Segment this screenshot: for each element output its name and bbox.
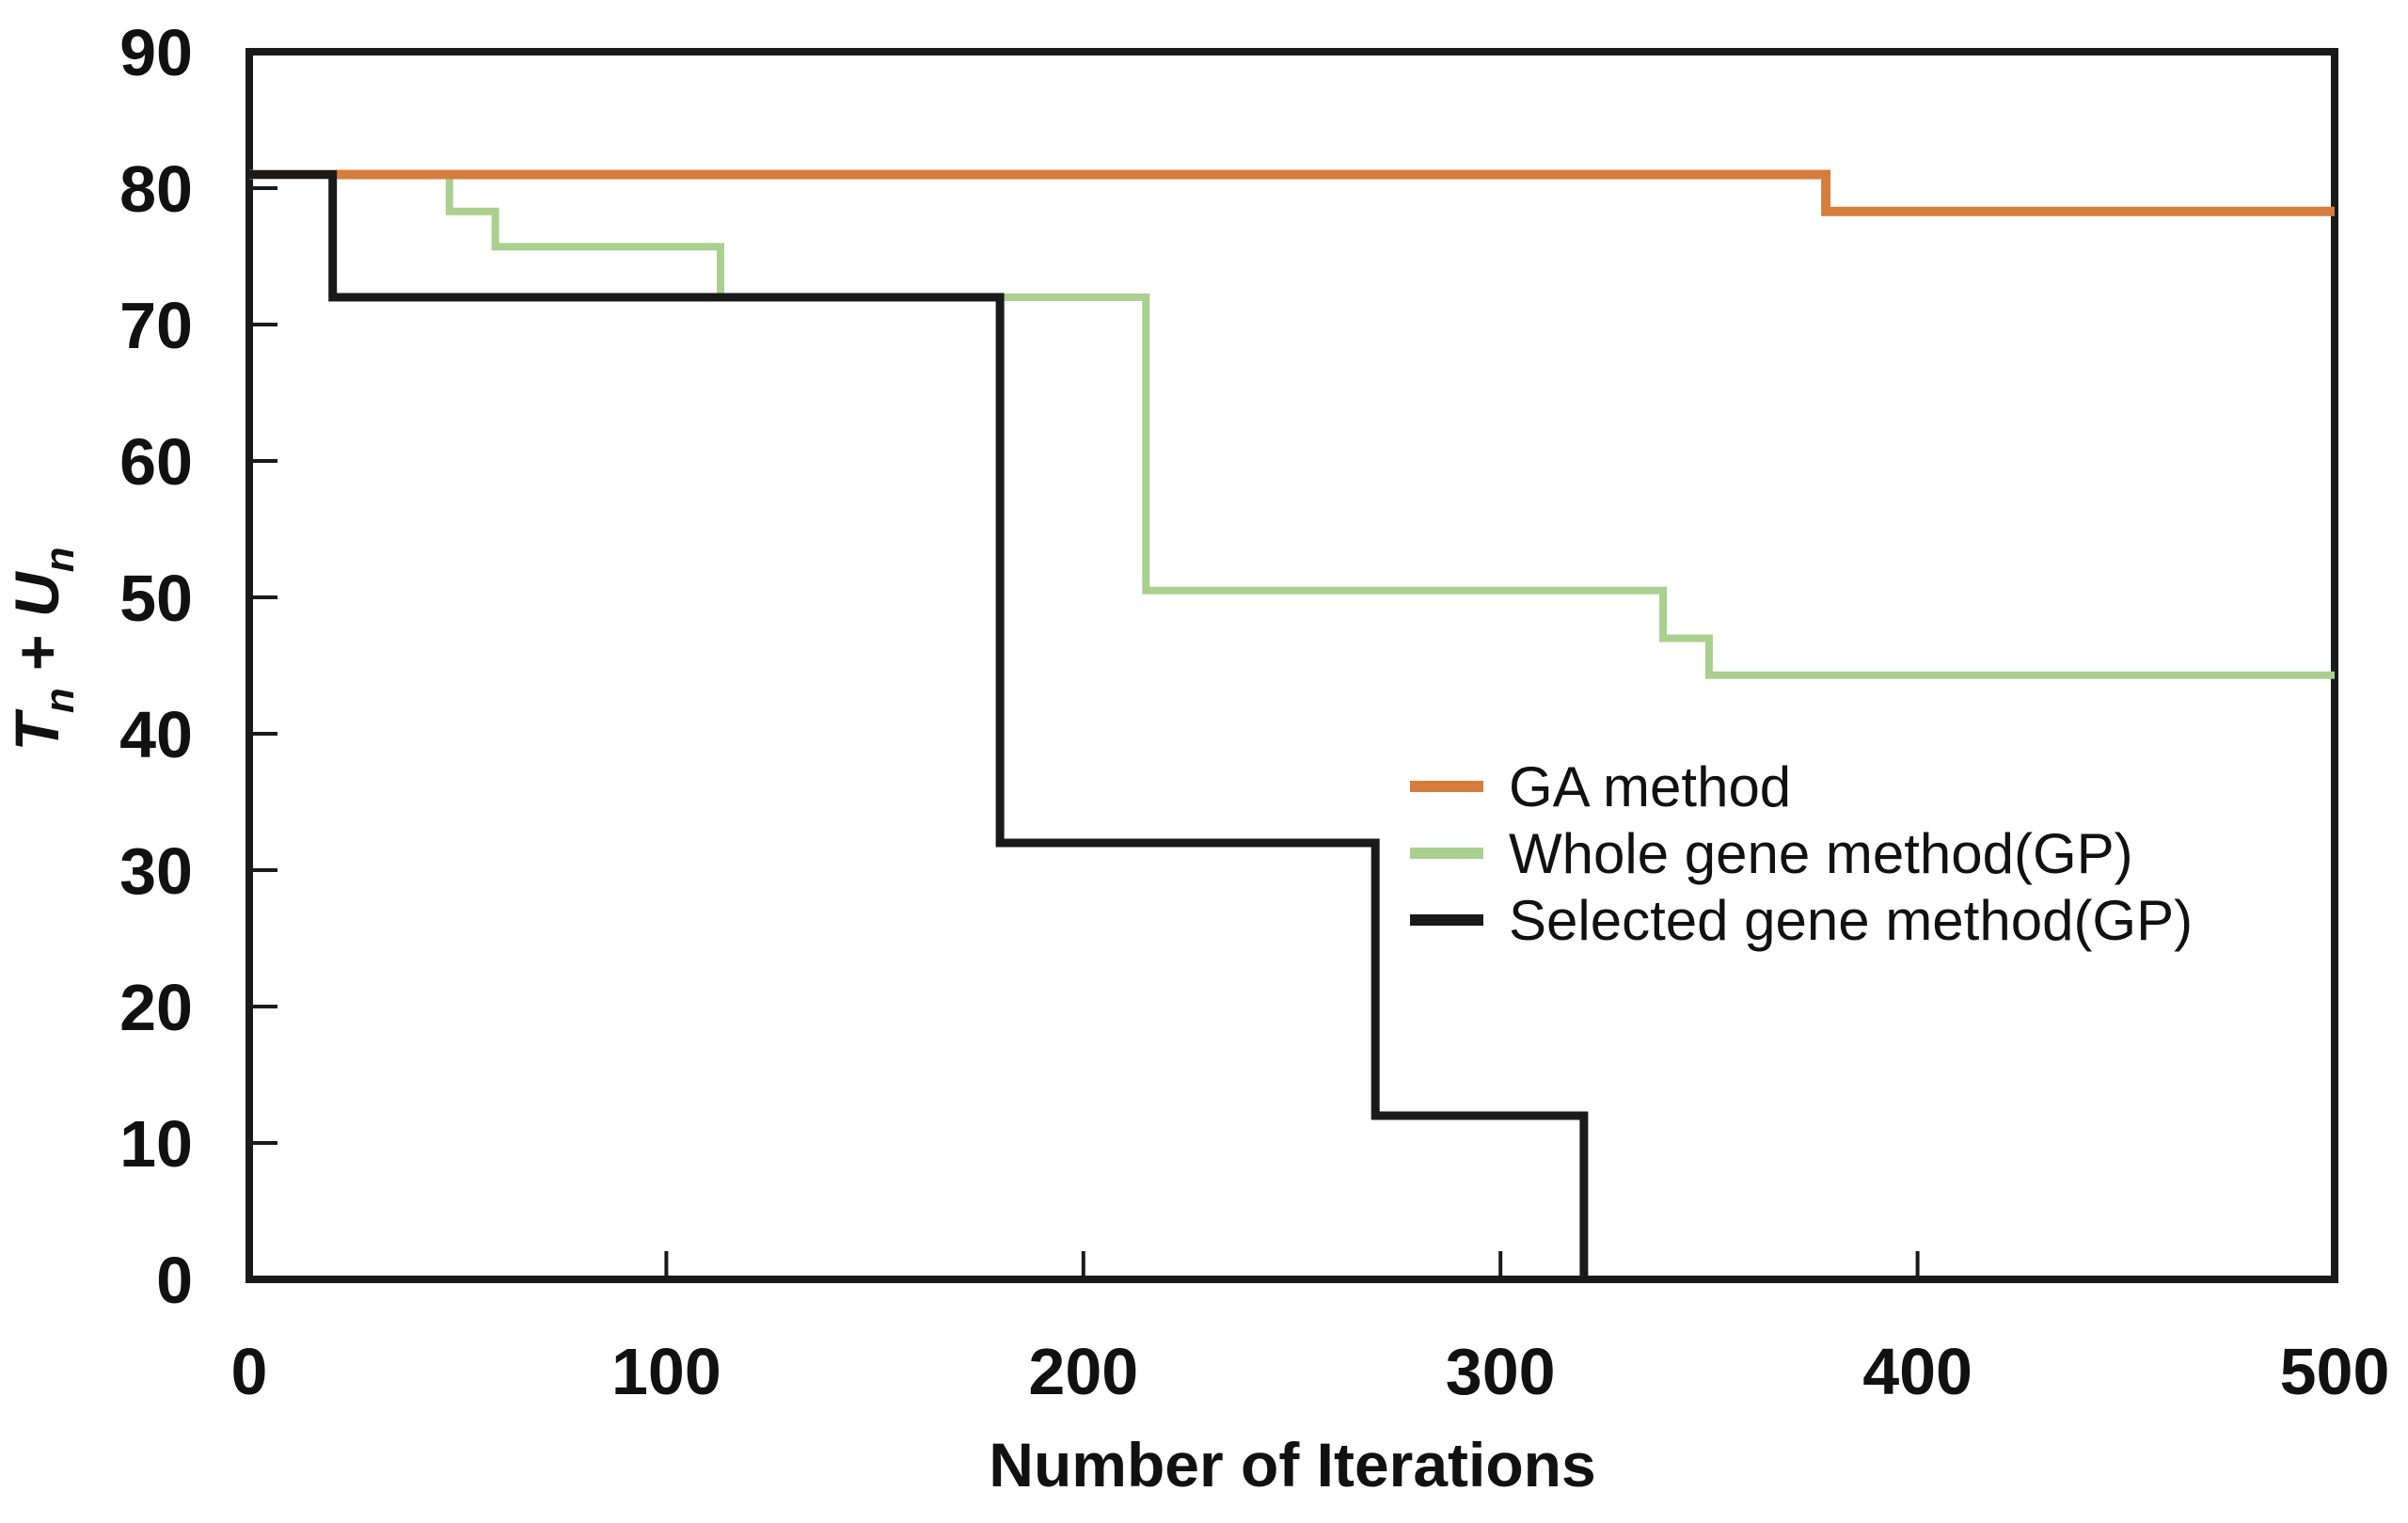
legend-item-1: Whole gene method(GP) <box>1410 822 2133 885</box>
series-line-0 <box>249 169 2335 216</box>
y-tick-label-80: 80 <box>119 152 193 226</box>
y-tick-label-70: 70 <box>119 289 193 362</box>
x-tick-label-200: 200 <box>1028 1335 1138 1408</box>
y-tick-label-30: 30 <box>119 834 193 908</box>
legend-label-1: Whole gene method(GP) <box>1509 822 2133 885</box>
series-line-2 <box>249 170 1589 1279</box>
y-tick-label-50: 50 <box>119 562 193 635</box>
legend-item-0: GA method <box>1410 755 1791 818</box>
y-tick-label-90: 90 <box>119 16 193 89</box>
legend-label-2: Selected gene method(GP) <box>1509 889 2193 952</box>
x-tick-labels: 0 100 200 300 400 500 <box>231 1335 2390 1408</box>
y-ticks <box>253 186 277 1145</box>
plot-frame <box>246 48 2338 1283</box>
legend-label-0: GA method <box>1509 755 1791 818</box>
series-line-1 <box>249 170 2335 679</box>
x-tick-label-500: 500 <box>2280 1335 2390 1408</box>
y-axis-title: Tn + Un <box>2 547 83 752</box>
series-lines <box>249 169 2335 1279</box>
y-tick-label-60: 60 <box>119 425 193 499</box>
y-tick-label-10: 10 <box>119 1107 193 1181</box>
x-tick-label-0: 0 <box>231 1335 268 1408</box>
x-tick-label-400: 400 <box>1862 1335 1972 1408</box>
y-tick-label-40: 40 <box>119 698 193 771</box>
y-tick-label-0: 0 <box>156 1244 193 1317</box>
y-tick-label-20: 20 <box>119 971 193 1044</box>
x-ticks <box>664 1251 1920 1276</box>
x-tick-label-300: 300 <box>1446 1335 1556 1408</box>
y-tick-labels: 0 10 20 30 40 50 60 70 80 90 <box>119 16 193 1317</box>
x-tick-label-100: 100 <box>611 1335 721 1408</box>
legend-item-2: Selected gene method(GP) <box>1410 889 2193 952</box>
x-axis-title: Number of Iterations <box>989 1430 1595 1499</box>
